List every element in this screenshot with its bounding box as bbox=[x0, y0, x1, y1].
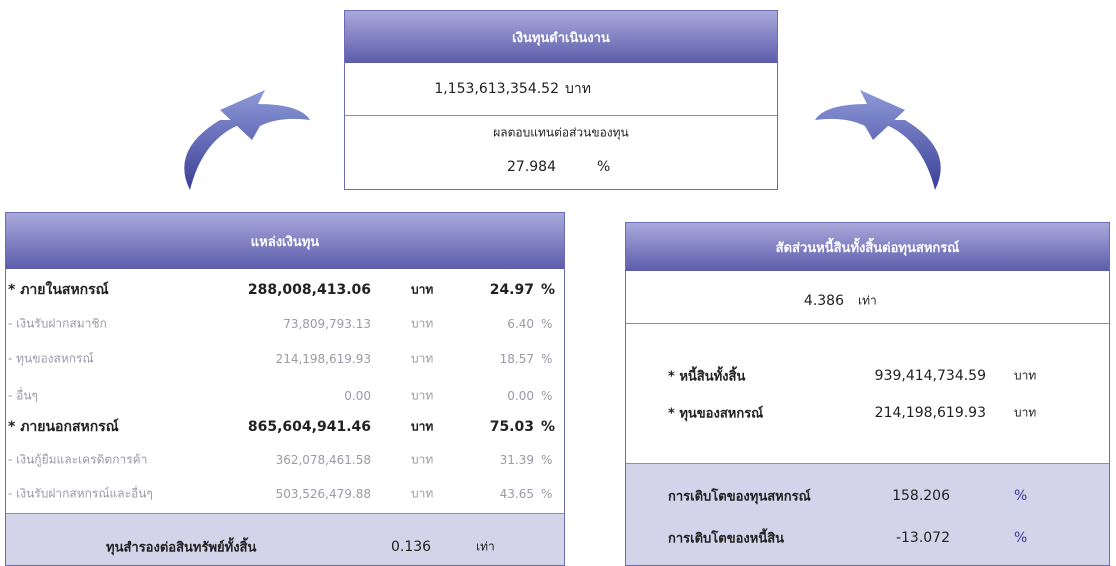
row-percent-unit: % bbox=[541, 317, 552, 331]
footer-label: ทุนสำรองต่อสินทรัพย์ทั้งสิ้น bbox=[106, 537, 256, 558]
row-percent: 24.97 bbox=[466, 282, 534, 298]
value: 27.984 bbox=[507, 159, 556, 175]
divider bbox=[626, 323, 1109, 324]
growth-unit: % bbox=[1014, 488, 1027, 504]
row-unit: บาท bbox=[411, 350, 433, 369]
row-label: * ทุนของสหกรณ์ bbox=[668, 403, 763, 424]
row-label: - อื่นๆ bbox=[8, 387, 38, 406]
row-unit: บาท bbox=[1014, 367, 1036, 386]
divider bbox=[345, 115, 777, 116]
row-percent-unit: % bbox=[541, 419, 555, 435]
footer-value: 0.136 bbox=[391, 539, 431, 555]
funding-panel: แหล่งเงินทุน ทุนสำรองต่อสินทรัพย์ทั้งสิ้… bbox=[5, 212, 565, 566]
row-amount: 939,414,734.59 bbox=[816, 368, 986, 384]
row-label: * หนี้สินทั้งสิ้น bbox=[668, 366, 745, 387]
unit: % bbox=[597, 159, 610, 175]
panel-header: แหล่งเงินทุน bbox=[6, 213, 564, 269]
ratio-value: 4.386 bbox=[626, 293, 844, 309]
row-amount: 214,198,619.93 bbox=[206, 352, 371, 366]
row-label: - ทุนของสหกรณ์ bbox=[8, 350, 94, 369]
row-label: * ภายนอกสหกรณ์ bbox=[8, 416, 119, 438]
panel-header: สัดส่วนหนี้สินทั้งสิ้นต่อทุนสหกรณ์ bbox=[626, 223, 1109, 271]
row-amount: 288,008,413.06 bbox=[206, 282, 371, 298]
row-label: - เงินรับฝากสหกรณ์และอื่นๆ bbox=[8, 485, 153, 504]
row-percent: 6.40 bbox=[466, 317, 534, 331]
row-unit: บาท bbox=[411, 485, 433, 504]
row-unit: บาท bbox=[411, 281, 433, 300]
unit: บาท bbox=[565, 78, 591, 100]
growth-value: -13.072 bbox=[846, 530, 950, 546]
row-label: * ภายในสหกรณ์ bbox=[8, 279, 109, 301]
growth-label: การเติบโตของหนี้สิน bbox=[668, 528, 784, 549]
growth-band bbox=[626, 463, 1109, 565]
row-percent-unit: % bbox=[541, 282, 555, 298]
row-amount: 73,809,793.13 bbox=[206, 317, 371, 331]
left-arrow bbox=[160, 90, 320, 200]
arrow-shape bbox=[815, 90, 941, 190]
right-arrow bbox=[805, 90, 965, 200]
growth-value: 158.206 bbox=[846, 488, 950, 504]
label: ผลตอบแทนต่อส่วนของทุน bbox=[345, 124, 777, 143]
row-amount: 0.00 bbox=[206, 389, 371, 403]
title: สัดส่วนหนี้สินทั้งสิ้นต่อทุนสหกรณ์ bbox=[776, 237, 960, 258]
row-label: - เงินกู้ยืมและเครดิตการค้า bbox=[8, 451, 147, 470]
page: { "top_box": { "title": "เงินทุนดำเนินงา… bbox=[0, 0, 1116, 566]
row-unit: บาท bbox=[411, 451, 433, 470]
debt-panel: สัดส่วนหนี้สินทั้งสิ้นต่อทุนสหกรณ์ 4.386… bbox=[625, 222, 1110, 566]
row-percent-unit: % bbox=[541, 453, 552, 467]
top-box: เงินทุนดำเนินงาน 1,153,613,354.52 บาท ผล… bbox=[344, 10, 778, 190]
row-percent: 43.65 bbox=[466, 487, 534, 501]
row-percent: 75.03 bbox=[466, 419, 534, 435]
row-amount: 503,526,479.88 bbox=[206, 487, 371, 501]
panel-header: เงินทุนดำเนินงาน bbox=[345, 11, 777, 63]
row-amount: 214,198,619.93 bbox=[816, 405, 986, 421]
row-percent-unit: % bbox=[541, 352, 552, 366]
row-percent: 18.57 bbox=[466, 352, 534, 366]
title: เงินทุนดำเนินงาน bbox=[512, 27, 610, 48]
row-percent-unit: % bbox=[541, 389, 552, 403]
ratio-unit: เท่า bbox=[858, 292, 877, 311]
row-percent: 0.00 bbox=[466, 389, 534, 403]
amount: 1,153,613,354.52 bbox=[345, 81, 559, 97]
footer-unit: เท่า bbox=[476, 538, 495, 557]
row-unit: บาท bbox=[411, 418, 433, 437]
row-amount: 865,604,941.46 bbox=[206, 419, 371, 435]
row-percent-unit: % bbox=[541, 487, 552, 501]
growth-label: การเติบโตของทุนสหกรณ์ bbox=[668, 486, 811, 507]
arrow-shape bbox=[184, 90, 310, 190]
row-percent: 31.39 bbox=[466, 453, 534, 467]
title: แหล่งเงินทุน bbox=[251, 231, 319, 252]
row-unit: บาท bbox=[411, 387, 433, 406]
row-unit: บาท bbox=[411, 315, 433, 334]
row-amount: 362,078,461.58 bbox=[206, 453, 371, 467]
row-unit: บาท bbox=[1014, 404, 1036, 423]
row-label: - เงินรับฝากสมาชิก bbox=[8, 315, 107, 334]
growth-unit: % bbox=[1014, 530, 1027, 546]
